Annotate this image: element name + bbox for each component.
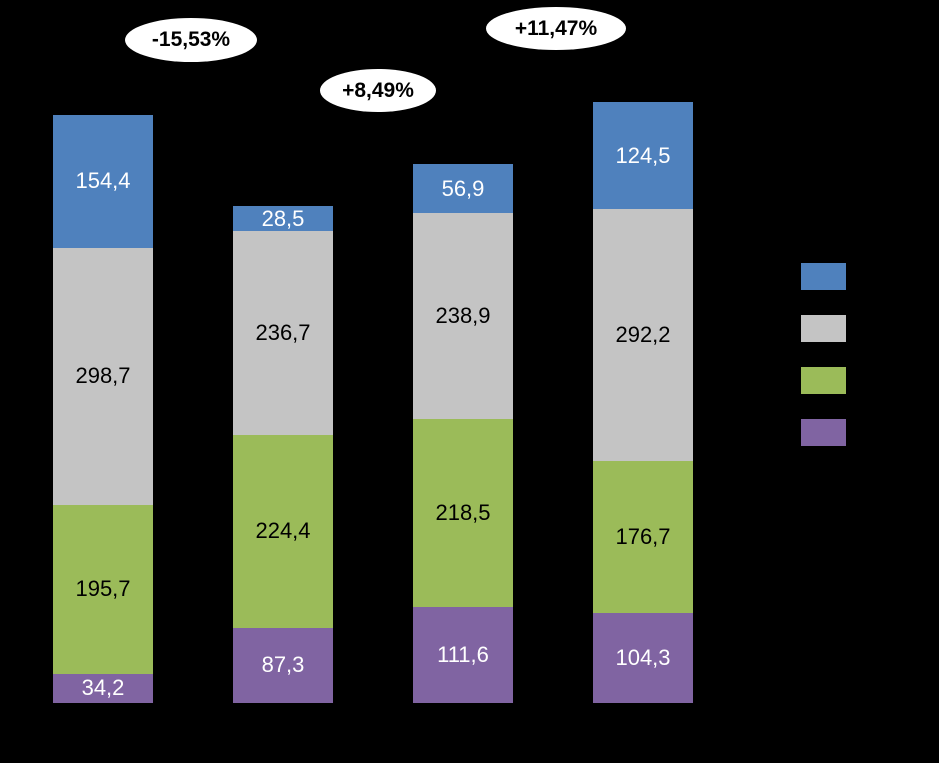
bar-segment-gray: 236,7 [233, 230, 333, 435]
bar-segment-purple: 111,6 [413, 606, 513, 703]
segment-value-label: 56,9 [441, 175, 485, 201]
bar-segment-gray: 298,7 [53, 247, 153, 506]
segment-value-label: 124,5 [615, 142, 671, 168]
change-annotation: -15,53% [125, 18, 257, 62]
segment-value-label: 154,4 [75, 168, 131, 194]
bar-segment-green: 176,7 [593, 461, 693, 614]
segment-value-label: 28,5 [261, 205, 305, 231]
bar-segment-purple: 34,2 [53, 673, 153, 703]
segment-value-label: 224,4 [255, 518, 311, 544]
bar-segment-blue: 56,9 [413, 164, 513, 214]
segment-value-label: 104,3 [615, 645, 671, 671]
bar-segment-gray: 292,2 [593, 209, 693, 462]
bar-segment-purple: 104,3 [593, 613, 693, 703]
bar-segment-green: 195,7 [53, 505, 153, 674]
bar-segment-green: 218,5 [413, 418, 513, 607]
legend-swatch-gray [801, 315, 846, 342]
bar-segment-blue: 124,5 [593, 102, 693, 210]
segment-value-label: 238,9 [435, 302, 491, 328]
segment-value-label: 298,7 [75, 363, 131, 389]
bar-segment-blue: 28,5 [233, 206, 333, 231]
bar-segment-blue: 154,4 [53, 114, 153, 248]
segment-value-label: 292,2 [615, 322, 671, 348]
segment-value-label: 111,6 [437, 641, 489, 667]
legend-swatch-purple [801, 419, 846, 446]
segment-value-label: 176,7 [615, 524, 671, 550]
legend-swatch-blue [801, 263, 846, 290]
change-annotation: +11,47% [486, 7, 626, 50]
bar-segment-purple: 87,3 [233, 627, 333, 703]
segment-value-label: 218,5 [435, 499, 491, 525]
segment-value-label: 34,2 [81, 675, 125, 701]
segment-value-label: 236,7 [255, 319, 311, 345]
legend-swatch-green [801, 367, 846, 394]
change-annotation: +8,49% [320, 69, 436, 112]
bar-segment-green: 224,4 [233, 434, 333, 628]
chart-legend [801, 263, 846, 446]
segment-value-label: 195,7 [75, 576, 131, 602]
segment-value-label: 87,3 [261, 652, 305, 678]
bar-segment-gray: 238,9 [413, 213, 513, 419]
